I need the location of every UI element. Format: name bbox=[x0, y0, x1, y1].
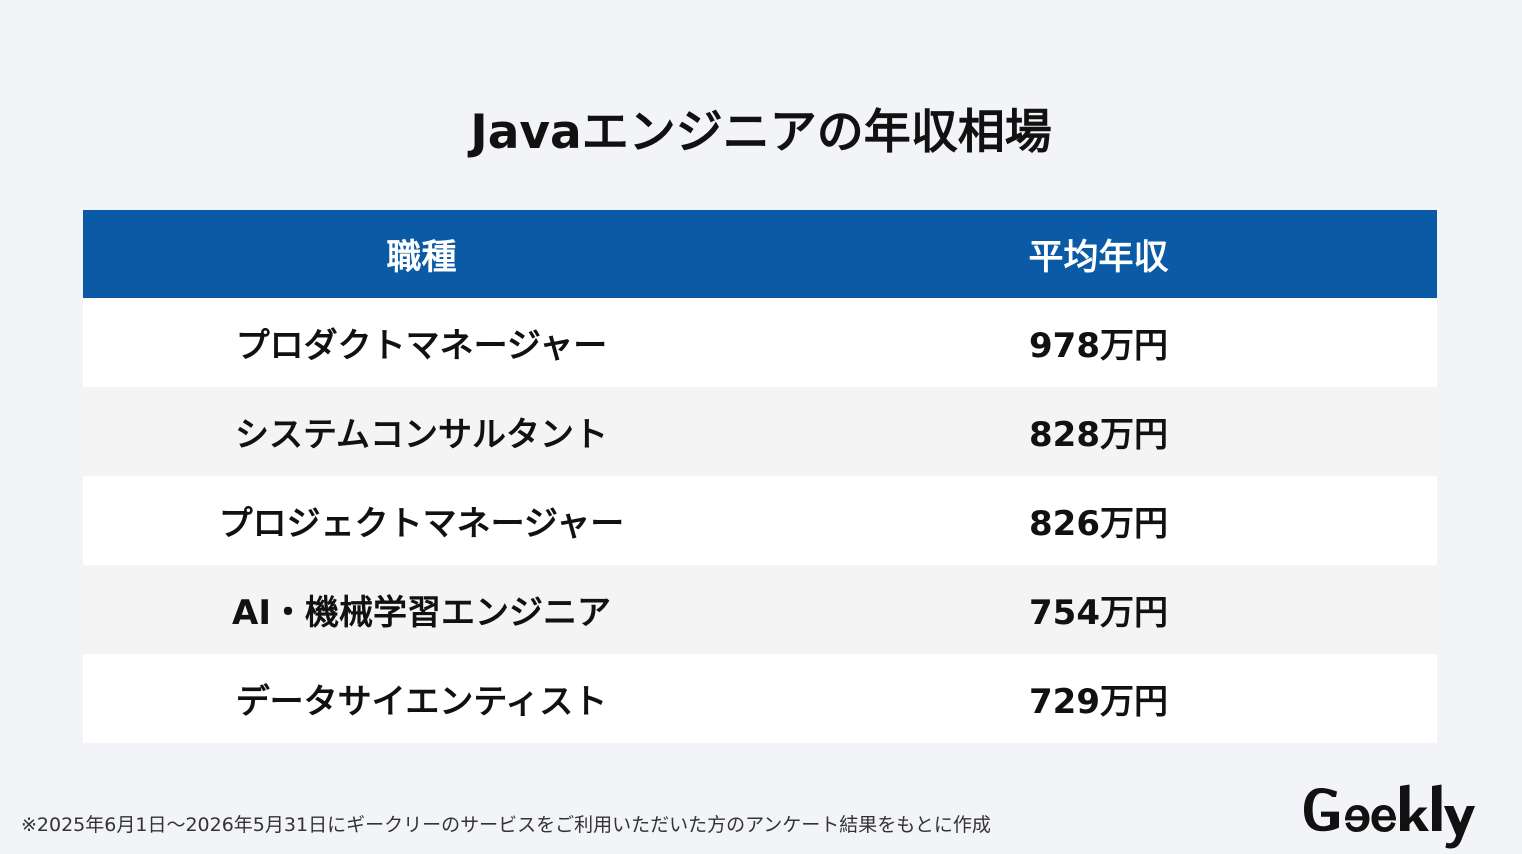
salary-cell: 754万円 bbox=[1029, 593, 1168, 633]
table-row: データサイエンティスト 729万円 bbox=[83, 654, 1437, 743]
table-row: プロダクトマネージャー 978万円 bbox=[83, 298, 1437, 387]
header-salary: 平均年収 bbox=[1028, 237, 1169, 278]
job-cell: システムコンサルタント bbox=[235, 415, 608, 455]
salary-cell: 826万円 bbox=[1029, 504, 1168, 544]
salary-cell: 828万円 bbox=[1029, 415, 1168, 455]
salary-cell: 978万円 bbox=[1029, 326, 1168, 366]
job-cell: プロダクトマネージャー bbox=[235, 326, 608, 366]
table-header: 職種 平均年収 bbox=[83, 210, 1437, 298]
page-title: Javaエンジニアの年収相場 bbox=[470, 105, 1052, 160]
salary-cell: 729万円 bbox=[1029, 682, 1168, 722]
job-cell: AI・機械学習エンジニア bbox=[232, 593, 611, 633]
table-row: システムコンサルタント 828万円 bbox=[83, 387, 1437, 476]
header-job: 職種 bbox=[386, 237, 457, 278]
job-cell: プロジェクトマネージャー bbox=[218, 504, 625, 544]
job-cell: データサイエンティスト bbox=[235, 682, 608, 722]
salary-table: 職種 平均年収 プロダクトマネージャー 978万円 システムコンサルタント 82… bbox=[83, 210, 1437, 743]
table-row: プロジェクトマネージャー 826万円 bbox=[83, 476, 1437, 565]
footnote: ※2025年6月1日〜2026年5月31日にギークリーのサービスをご利用いただい… bbox=[21, 814, 991, 836]
table-row: AI・機械学習エンジニア 754万円 bbox=[83, 565, 1437, 654]
geekly-logo bbox=[1304, 784, 1475, 849]
